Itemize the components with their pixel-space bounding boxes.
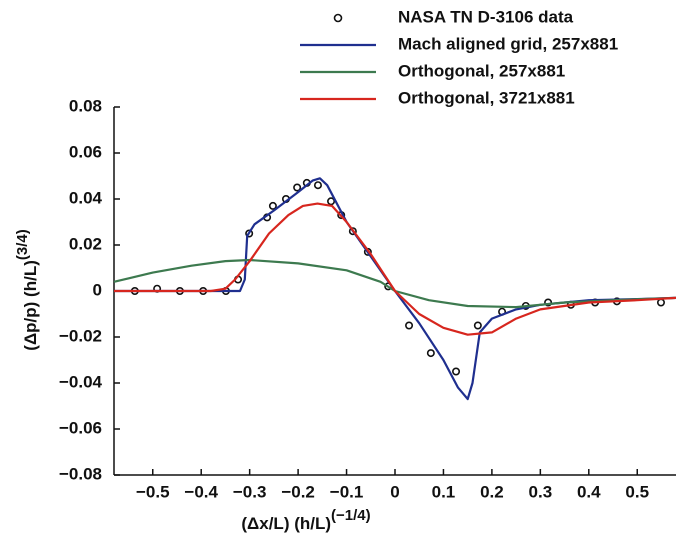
series-line: [114, 202, 676, 336]
x-tick-label: 0.1: [432, 482, 456, 501]
legend-marker: [333, 13, 343, 23]
data-point: [327, 197, 336, 206]
y-tick-label: 0.06: [69, 142, 102, 161]
x-tick-label: −0.2: [281, 482, 315, 501]
y-tick-label: 0.02: [69, 234, 102, 253]
y-tick-label: −0.02: [59, 326, 102, 345]
y-tick-label: −0.04: [59, 372, 103, 391]
x-tick-label: −0.1: [330, 482, 364, 501]
data-point: [656, 298, 665, 307]
x-tick-label: −0.5: [136, 482, 170, 501]
x-tick-label: 0.2: [480, 482, 504, 501]
x-tick-label: 0.3: [529, 482, 553, 501]
y-tick-label: −0.06: [59, 418, 102, 437]
y-tick-label: −0.08: [59, 464, 102, 483]
y-tick-label: 0: [93, 280, 102, 299]
x-tick-label: 0.4: [577, 482, 601, 501]
legend-label: Orthogonal, 257x881: [398, 61, 565, 80]
data-point: [293, 183, 302, 192]
x-axis-label: (Δx/L) (h/L)(−1/4): [241, 507, 370, 534]
data-point: [405, 321, 414, 330]
y-tick-label: 0.04: [69, 188, 103, 207]
x-tick-label: 0: [390, 482, 399, 501]
legend-label: Mach aligned grid, 257x881: [398, 34, 618, 53]
data-point: [452, 367, 461, 376]
legend-label: Orthogonal, 3721x881: [398, 88, 575, 107]
data-point: [268, 201, 277, 210]
x-tick-label: −0.4: [184, 482, 218, 501]
x-tick-label: 0.5: [625, 482, 649, 501]
series-line: [114, 177, 676, 401]
series-line: [113, 258, 676, 309]
y-tick-label: 0.08: [69, 96, 102, 115]
data-point: [473, 321, 482, 330]
y-axis-label: (Δp/p) (h/L)(3/4): [14, 229, 41, 350]
x-tick-label: −0.3: [233, 482, 267, 501]
data-point: [313, 181, 322, 190]
legend-label: NASA TN D-3106 data: [398, 7, 574, 26]
data-point: [426, 349, 435, 358]
